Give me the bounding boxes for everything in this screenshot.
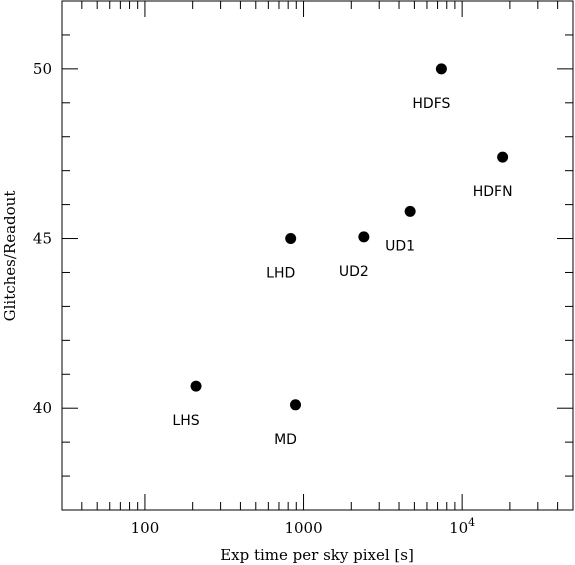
data-point-label: LHD bbox=[266, 266, 295, 282]
data-point bbox=[404, 205, 416, 217]
axis-ticks bbox=[61, 0, 574, 511]
data-point-label: HDFN bbox=[473, 184, 513, 200]
data-point-label: UD2 bbox=[339, 264, 369, 280]
data-point bbox=[285, 233, 297, 245]
data-points bbox=[190, 63, 509, 411]
data-point bbox=[190, 380, 202, 392]
x-tick-label: 100 bbox=[131, 519, 160, 537]
data-point-label: LHS bbox=[172, 413, 199, 429]
y-axis-title: Glitches/Readout bbox=[1, 191, 19, 322]
data-point-labels: HDFS HDFN UD1 UD2 LHD LHS MD bbox=[172, 96, 512, 448]
x-axis-title: Exp time per sky pixel [s] bbox=[220, 546, 414, 564]
y-tick-labels: 40 45 50 bbox=[33, 60, 52, 417]
y-tick-label: 45 bbox=[33, 230, 52, 248]
x-tick-labels: 100 1000 104 bbox=[131, 516, 476, 537]
data-point-label: UD1 bbox=[385, 238, 415, 254]
data-point bbox=[358, 231, 370, 243]
data-point-label: MD bbox=[274, 432, 297, 448]
y-tick-label: 50 bbox=[33, 60, 52, 78]
plot-frame bbox=[61, 0, 574, 511]
data-point bbox=[290, 399, 302, 411]
data-point bbox=[435, 63, 447, 75]
x-tick-label: 104 bbox=[449, 516, 475, 537]
data-point bbox=[497, 151, 509, 163]
y-tick-label: 40 bbox=[33, 399, 52, 417]
data-point-label: HDFS bbox=[412, 96, 450, 112]
x-tick-label: 1000 bbox=[284, 519, 322, 537]
